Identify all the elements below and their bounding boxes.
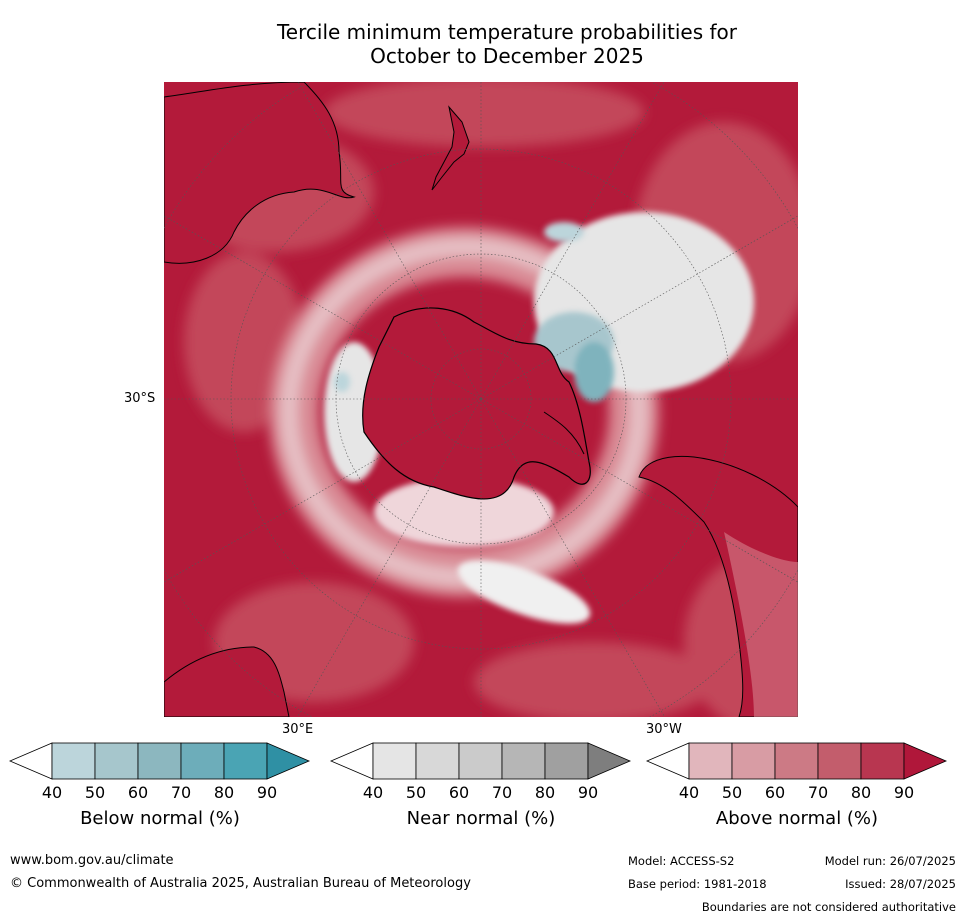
colorbar-segment <box>688 742 733 780</box>
map-graticule <box>164 82 798 717</box>
colorbar-tick-label: 50 <box>405 783 427 802</box>
antarctic-peninsula <box>543 411 585 455</box>
colorbar-tick-label: 50 <box>84 783 106 802</box>
colorbar-tick-label: 60 <box>127 783 149 802</box>
colorbar-tick-label: 90 <box>256 783 278 802</box>
colorbar-near-normal-graphic <box>329 742 632 780</box>
colorbar-above-normal <box>645 742 948 780</box>
colorbar-segment <box>774 742 819 780</box>
probability-map <box>164 82 798 717</box>
colorbar-tick-label: 60 <box>764 783 786 802</box>
colorbar-upper-arrow <box>587 742 632 780</box>
colorbar-segment <box>860 742 905 780</box>
colorbar-segment <box>51 742 96 780</box>
colorbar-tick-label: 70 <box>491 783 513 802</box>
colorbar-segment <box>544 742 589 780</box>
colorbar-below-normal-graphic <box>8 742 311 780</box>
chart-title: Tercile minimum temperature probabilitie… <box>0 20 965 68</box>
colorbar-tick-label: 80 <box>213 783 235 802</box>
near-normal-region <box>324 212 754 624</box>
colorbar-below-normal <box>8 742 311 780</box>
colorbar-segment <box>137 742 182 780</box>
colorbar-upper-arrow <box>903 742 948 780</box>
latitude-label-30s: 30°S <box>124 391 156 406</box>
longitude-label-30w: 30°W <box>646 722 682 737</box>
colorbar-upper-arrow <box>266 742 311 780</box>
australia-coastline <box>164 82 356 264</box>
colorbar-segment <box>458 742 503 780</box>
colorbar-lower-arrow <box>329 742 374 780</box>
colorbar-tick-label: 90 <box>893 783 915 802</box>
colorbar-segment <box>223 742 268 780</box>
colorbar-below-normal-label: Below normal (%) <box>80 808 240 829</box>
title-line-1: Tercile minimum temperature probabilitie… <box>276 20 738 44</box>
colorbar-segment <box>501 742 546 780</box>
colorbar-above-normal-graphic <box>645 742 948 780</box>
colorbar-tick-label: 90 <box>577 783 599 802</box>
colorbar-tick-label: 80 <box>850 783 872 802</box>
website-link[interactable]: www.bom.gov.au/climate <box>10 853 174 868</box>
model-name: Model: ACCESS-S2 <box>628 854 735 868</box>
colorbar-tick-label: 70 <box>170 783 192 802</box>
antarctica-coastline <box>362 307 591 500</box>
colorbar-segment <box>94 742 139 780</box>
copyright-text: © Commonwealth of Australia 2025, Austra… <box>10 876 471 891</box>
colorbar-segment <box>415 742 460 780</box>
colorbar-lower-arrow <box>8 742 53 780</box>
colorbar-tick-label: 40 <box>362 783 384 802</box>
colorbar-segment <box>372 742 417 780</box>
colorbar-tick-label: 40 <box>41 783 63 802</box>
map-canvas <box>164 82 798 717</box>
colorbar-segment <box>731 742 776 780</box>
boundaries-disclaimer: Boundaries are not considered authoritat… <box>701 900 956 914</box>
colorbar-near-normal-label: Near normal (%) <box>406 808 556 829</box>
issued-date: Issued: 28/07/2025 <box>845 877 956 891</box>
colorbar-segments <box>329 742 632 780</box>
colorbar-segments <box>645 742 948 780</box>
base-period: Base period: 1981-2018 <box>628 877 767 891</box>
colorbar-segment <box>817 742 862 780</box>
colorbar-tick-label: 70 <box>807 783 829 802</box>
colorbar-above-normal-label: Above normal (%) <box>715 808 879 829</box>
colorbar-near-normal <box>329 742 632 780</box>
south-america-land-tint <box>724 532 798 717</box>
new-zealand-coastline <box>431 105 470 191</box>
colorbar-tick-label: 80 <box>534 783 556 802</box>
colorbar-tick-label: 40 <box>678 783 700 802</box>
colorbar-tick-label: 60 <box>448 783 470 802</box>
longitude-label-30e: 30°E <box>282 722 314 737</box>
colorbar-segment <box>180 742 225 780</box>
colorbar-segments <box>8 742 311 780</box>
title-line-2: October to December 2025 <box>370 44 644 68</box>
colorbar-lower-arrow <box>645 742 690 780</box>
africa-coastline <box>164 646 290 717</box>
colorbar-tick-label: 50 <box>721 783 743 802</box>
model-run-date: Model run: 26/07/2025 <box>824 854 956 868</box>
